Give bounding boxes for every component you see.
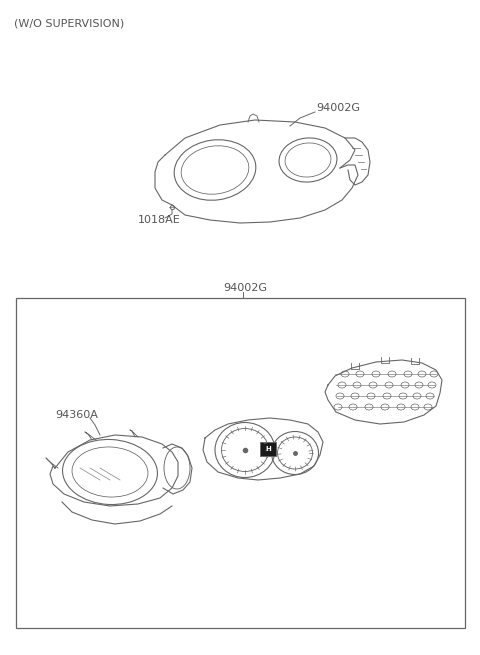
Text: 94360A: 94360A: [55, 410, 98, 420]
Text: 94002G: 94002G: [316, 103, 360, 113]
Text: 1018AE: 1018AE: [138, 215, 181, 225]
Text: H: H: [265, 446, 271, 452]
Text: (W/O SUPERVISION): (W/O SUPERVISION): [14, 18, 124, 28]
Bar: [16, 298, 465, 628]
Text: 94002G: 94002G: [223, 283, 267, 293]
FancyBboxPatch shape: [260, 442, 276, 456]
